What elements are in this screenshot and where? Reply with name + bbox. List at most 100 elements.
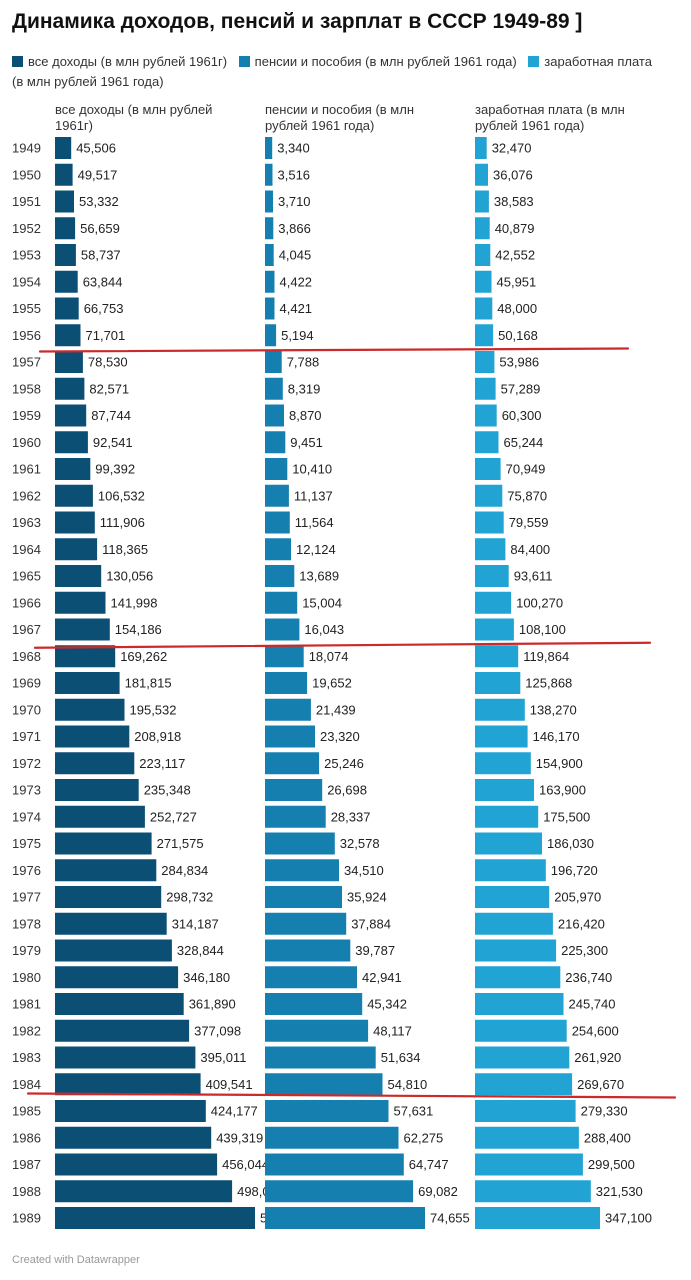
bar-pensions [265, 565, 295, 587]
bar-wages [475, 939, 557, 962]
value-label-all-income: 58,737 [81, 248, 121, 263]
bar-pensions [265, 377, 283, 400]
bar-wages [475, 1126, 579, 1149]
bar-pensions [265, 538, 291, 561]
bar-all-income [55, 1180, 233, 1203]
bar-wages [475, 484, 503, 507]
bar-all-income [55, 725, 130, 748]
bar-wages [475, 163, 488, 186]
bar-pensions [265, 1180, 414, 1203]
year-label: 1972 [12, 756, 41, 771]
value-label-pensions: 48,117 [373, 1023, 412, 1038]
year-label: 1955 [12, 301, 41, 316]
value-label-wages: 57,289 [501, 381, 541, 396]
bar-wages [475, 1019, 567, 1042]
year-label: 1989 [12, 1211, 41, 1226]
bar-all-income [55, 324, 81, 347]
year-label: 1978 [12, 916, 41, 931]
year-label: 1961 [12, 462, 41, 477]
bar-pensions [265, 725, 315, 748]
bar-pensions [265, 404, 284, 427]
bar-pensions [265, 966, 357, 989]
year-label: 1981 [12, 997, 41, 1012]
bar-wages [475, 190, 489, 213]
bar-all-income [55, 1100, 206, 1122]
value-label-wages: 269,670 [577, 1077, 624, 1092]
value-label-pensions: 5,194 [281, 328, 314, 343]
value-label-wages: 205,970 [554, 890, 601, 905]
chart-title: Динамика доходов, пенсий и зарплат в ССС… [12, 10, 583, 33]
bar-wages [475, 912, 553, 935]
value-label-all-income: 87,744 [91, 408, 131, 423]
bar-pensions [265, 1046, 376, 1069]
column-header-all-income: все доходы (в млн рублей 1961г) [55, 102, 213, 133]
year-label: 1970 [12, 702, 41, 717]
year-label: 1952 [12, 221, 41, 236]
year-label: 1985 [12, 1104, 41, 1119]
value-label-wages: 36,076 [493, 167, 533, 182]
bar-pensions [265, 484, 289, 507]
value-label-all-income: 328,844 [177, 943, 224, 958]
value-label-all-income: 223,117 [139, 756, 185, 771]
value-label-wages: 108,100 [519, 622, 566, 637]
annotation-red-line [38, 347, 630, 353]
bar-all-income [55, 618, 110, 641]
value-label-all-income: 346,180 [183, 970, 230, 985]
bar-pensions [265, 859, 339, 882]
bar-all-income [55, 297, 79, 320]
value-label-pensions: 21,439 [316, 702, 356, 717]
bar-all-income [55, 805, 145, 828]
value-label-pensions: 13,689 [299, 569, 339, 584]
value-label-all-income: 141,998 [111, 595, 158, 610]
value-label-pensions: 7,788 [287, 355, 320, 370]
bar-all-income [55, 966, 179, 989]
year-label: 1954 [12, 274, 41, 289]
bar-pensions [265, 190, 273, 213]
value-label-wages: 146,170 [533, 729, 580, 744]
bar-all-income [55, 244, 76, 266]
value-label-pensions: 26,698 [327, 783, 367, 798]
value-label-wages: 347,100 [605, 1211, 652, 1226]
legend-item-all-income: все доходы (в млн рублей 1961г) [12, 52, 227, 72]
year-label: 1960 [12, 435, 41, 450]
bar-all-income [55, 1126, 212, 1149]
value-label-wages: 163,900 [539, 783, 586, 798]
bar-pensions [265, 1153, 404, 1176]
bar-wages [475, 752, 531, 775]
bar-all-income [55, 1153, 218, 1176]
bar-wages [475, 1180, 591, 1203]
year-label: 1967 [12, 622, 41, 637]
year-label: 1958 [12, 381, 41, 396]
bar-wages [475, 1100, 576, 1122]
value-label-all-income: 99,392 [95, 462, 135, 477]
bar-pensions [265, 752, 320, 775]
value-label-all-income: 181,815 [125, 676, 172, 691]
value-label-pensions: 12,124 [296, 542, 336, 557]
value-label-pensions: 19,652 [312, 676, 352, 691]
bar-wages [475, 458, 501, 480]
value-label-all-income: 106,532 [98, 488, 145, 503]
bar-pensions [265, 1126, 399, 1149]
value-label-wages: 125,868 [525, 676, 572, 691]
annotation-red-line [33, 641, 652, 649]
bar-pensions [265, 270, 275, 293]
footer-credit: Created with Datawrapper [12, 1254, 140, 1266]
bar-all-income [55, 886, 162, 908]
bar-wages [475, 377, 496, 400]
year-label: 1976 [12, 863, 41, 878]
bar-wages [475, 645, 519, 668]
year-label: 1982 [12, 1023, 41, 1038]
bar-all-income [55, 484, 93, 507]
value-label-wages: 216,420 [558, 916, 605, 931]
bar-wages [475, 431, 499, 454]
value-label-wages: 288,400 [584, 1130, 631, 1145]
column-header-wages: заработная плата (в млн рублей 1961 года… [475, 102, 625, 133]
value-label-wages: 261,920 [574, 1050, 621, 1065]
value-label-pensions: 51,634 [381, 1050, 421, 1065]
value-label-pensions: 64,747 [409, 1157, 449, 1172]
value-label-all-income: 409,541 [206, 1077, 253, 1092]
value-label-pensions: 3,340 [277, 141, 310, 156]
year-label: 1969 [12, 676, 41, 691]
value-label-all-income: 92,541 [93, 435, 133, 450]
bar-chart: 1949 45,506 3,340 32,470 1950 49,517 3,516 36,0… [12, 137, 677, 1229]
